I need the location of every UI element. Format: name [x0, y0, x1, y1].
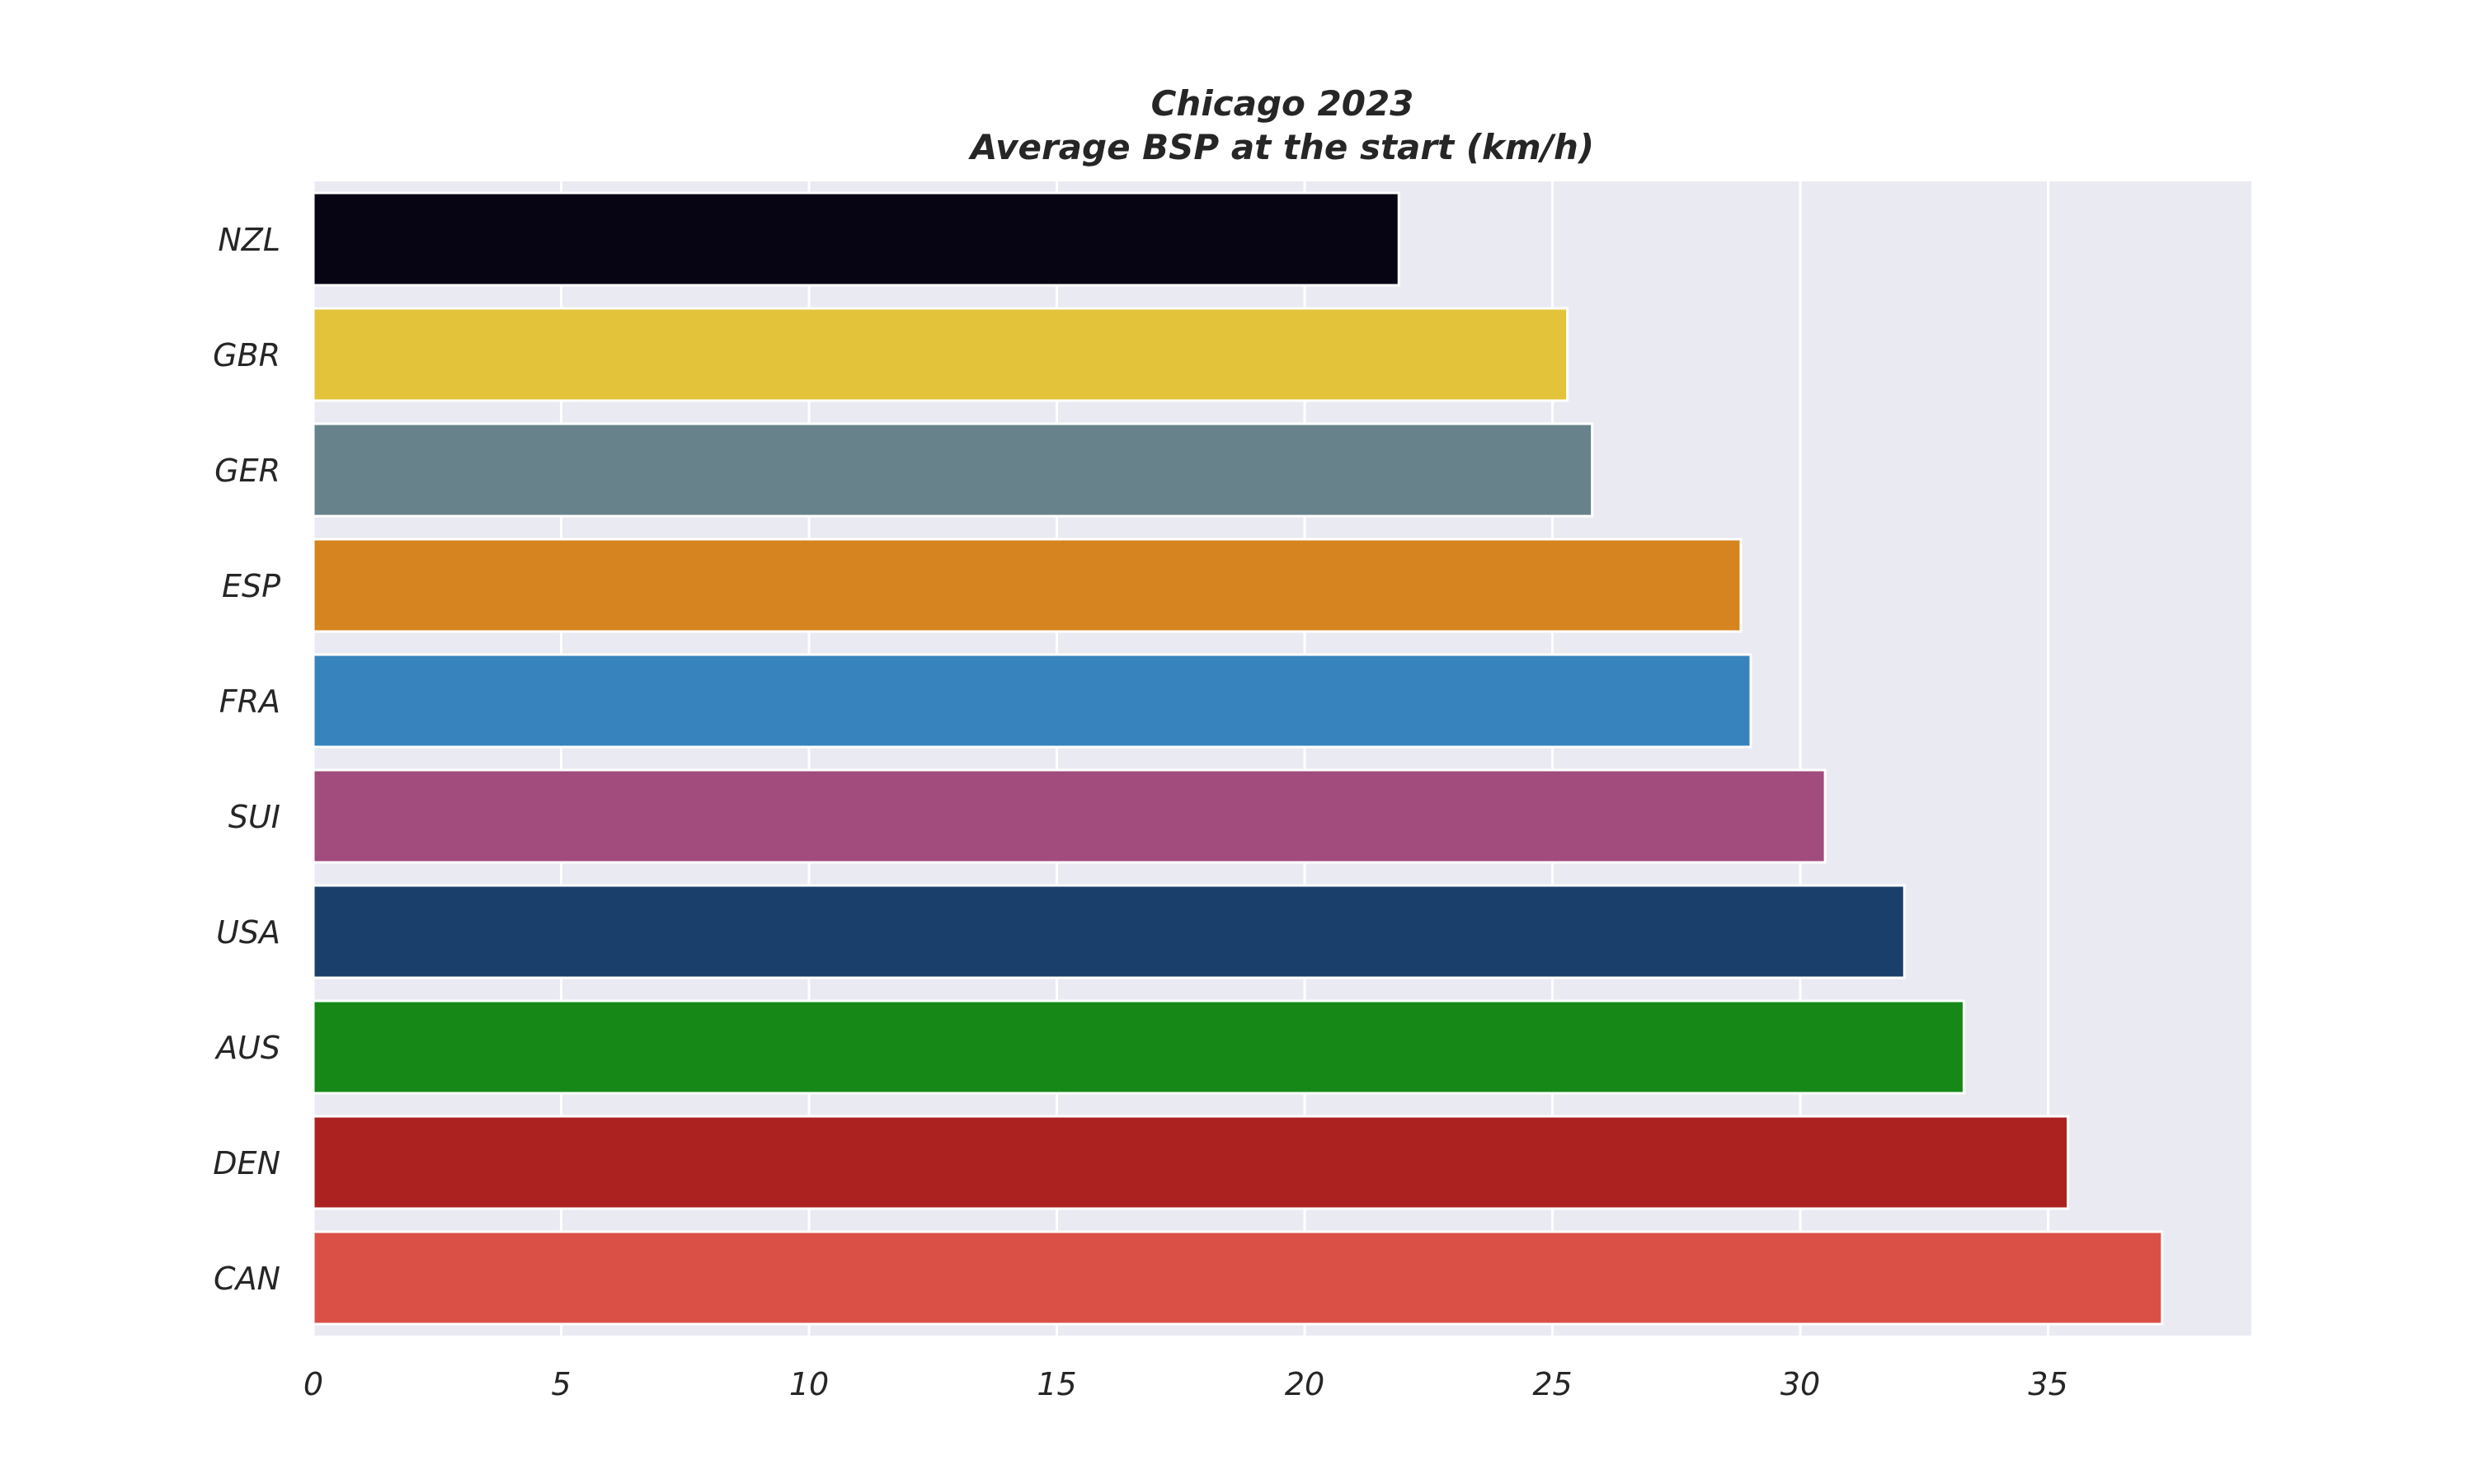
bar-gbr: [312, 307, 1569, 402]
bar-aus: [312, 999, 1965, 1095]
y-tick-label-can: CAN: [214, 1261, 280, 1297]
bar-ger: [312, 422, 1594, 518]
bar-fra: [312, 653, 1752, 749]
bar-nzl: [312, 191, 1400, 287]
y-tick-label-den: DEN: [213, 1145, 280, 1181]
x-tick-label: 30: [1780, 1366, 1820, 1402]
x-tick-label: 0: [303, 1366, 323, 1402]
y-tick-label-gbr: GBR: [213, 337, 280, 373]
x-tick-label: 25: [1532, 1366, 1572, 1402]
y-tick-label-fra: FRA: [219, 683, 280, 720]
x-tick-label: 5: [551, 1366, 571, 1402]
y-tick-label-ger: GER: [214, 453, 280, 489]
y-tick-label-nzl: NZL: [218, 222, 280, 258]
x-tick-label: 35: [2028, 1366, 2067, 1402]
x-tick-label: 15: [1037, 1366, 1076, 1402]
chart-subtitle: Average BSP at the start (km/h): [968, 127, 1594, 167]
y-tick-label-usa: USA: [216, 914, 280, 951]
y-tick-label-aus: AUS: [214, 1030, 280, 1066]
y-tick-label-esp: ESP: [222, 568, 280, 604]
bar-den: [312, 1115, 2070, 1210]
bar-esp: [312, 538, 1743, 633]
bar-sui: [312, 768, 1827, 864]
bar-can: [312, 1230, 2164, 1326]
bars: [312, 191, 2164, 1326]
chart-title: Chicago 2023: [1151, 83, 1414, 124]
y-tick-label-sui: SUI: [228, 799, 280, 835]
x-tick-label: 10: [789, 1366, 829, 1402]
bar-usa: [312, 884, 1906, 979]
x-axis-labels: 0 5 10 15 20 25 30 35: [303, 1366, 2068, 1402]
x-tick-label: 20: [1285, 1366, 1324, 1402]
y-axis-labels: NZL GBR GER ESP FRA SUI USA AUS DEN CAN: [213, 222, 280, 1297]
